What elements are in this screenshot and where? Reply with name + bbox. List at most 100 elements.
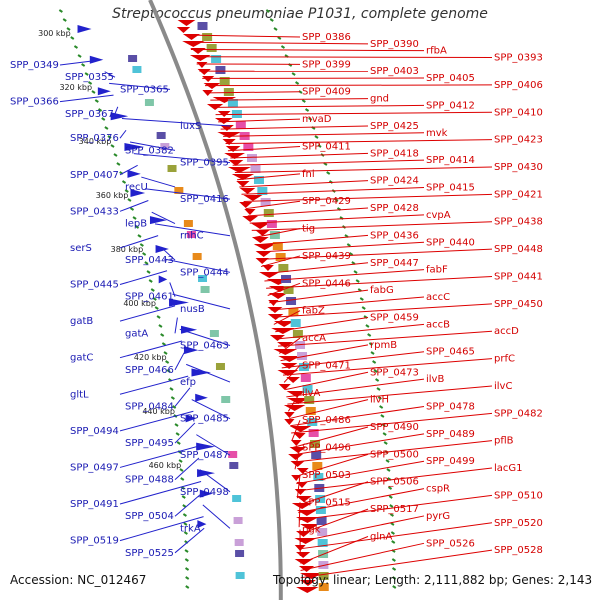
guide-dot (391, 567, 397, 571)
feature-block (275, 253, 286, 261)
forward-gene-arrow (196, 442, 216, 451)
guide-dot (144, 261, 149, 265)
feature-block (304, 396, 315, 404)
right-label-leader (296, 467, 493, 492)
right-label-leader (278, 337, 301, 354)
left-gene-label: gltL (70, 389, 89, 400)
reverse-gene-arrow (286, 391, 307, 397)
left-gene-label: SPP_0525 (125, 548, 174, 559)
left-label-leader (191, 399, 231, 420)
right-gene-label: SPP_0517 (370, 504, 419, 515)
guide-dot (150, 288, 155, 292)
reverse-gene-arrow (284, 412, 295, 418)
left-label-leader (104, 71, 116, 78)
forward-gene-arrow (180, 325, 198, 334)
guide-dot (156, 315, 161, 319)
forward-gene-arrow (199, 489, 213, 498)
reverse-gene-arrow (217, 111, 231, 117)
left-label-leader (174, 387, 191, 407)
left-label-leader (199, 469, 231, 493)
reverse-gene-arrow (250, 223, 270, 229)
right-gene-label: SPP_0510 (494, 490, 543, 501)
forward-gene-arrow (195, 393, 208, 402)
right-gene-label: SPP_0411 (302, 141, 351, 152)
feature-block (312, 462, 323, 470)
left-gene-label: SPP_0366 (10, 97, 59, 108)
left-label-leader (119, 164, 138, 176)
left-label-leader (119, 129, 127, 139)
left-gene-label: SPP_0494 (70, 426, 119, 437)
right-gene-label: SPP_0439 (302, 251, 351, 262)
reverse-gene-arrow (283, 405, 306, 411)
right-gene-label: cspR (426, 484, 450, 495)
right-gene-label: SPP_0496 (302, 443, 351, 454)
kbp-tick-label: 360 kbp (96, 191, 129, 200)
feature-block (317, 528, 328, 536)
right-gene-label: SPP_0448 (494, 244, 543, 255)
feature-block (292, 330, 303, 338)
reverse-gene-arrow (255, 251, 272, 257)
guide-dot (391, 558, 396, 562)
right-label-leader (237, 173, 301, 181)
right-label-leader (215, 111, 493, 116)
reverse-gene-arrow (202, 76, 215, 82)
left-label-leader (109, 82, 171, 90)
left-label-leader (174, 317, 178, 334)
right-label-leader (220, 125, 369, 130)
right-gene-label: fni (302, 169, 315, 180)
guide-dot (184, 549, 189, 553)
reverse-gene-arrow (273, 349, 298, 355)
forward-gene-arrow (197, 520, 207, 529)
guide-dot (178, 459, 183, 463)
forward-gene-arrow (97, 87, 111, 96)
kbp-tick-label: 320 kbp (59, 83, 92, 92)
forward-gene-arrow (89, 55, 104, 64)
right-gene-label: rfbA (426, 46, 447, 57)
left-label-leader (129, 141, 176, 151)
feature-block (317, 539, 328, 547)
right-label-leader (234, 166, 493, 173)
right-label-leader (299, 515, 425, 543)
guide-dot (163, 351, 168, 355)
right-gene-label: pgk (302, 525, 321, 536)
left-label-leader (202, 504, 231, 529)
reverse-gene-arrow (255, 230, 270, 236)
right-label-leader (286, 378, 425, 398)
left-label-leader (119, 410, 194, 432)
feature-block (260, 198, 271, 206)
right-label-leader (269, 289, 369, 304)
right-label-leader (299, 508, 369, 535)
feature-block (198, 275, 208, 282)
feature-block (235, 572, 245, 579)
forward-gene-arrow (155, 245, 169, 254)
guide-dot (166, 369, 171, 373)
feature-block (221, 396, 231, 403)
right-gene-label: SPP_0506 (370, 477, 419, 488)
feature-block (197, 22, 208, 30)
right-gene-label: SPP_0414 (426, 155, 475, 166)
reverse-gene-arrow (244, 209, 256, 215)
feature-block (308, 429, 319, 437)
guide-dot (314, 135, 319, 139)
right-gene-label: SPP_0438 (494, 217, 543, 228)
reverse-gene-arrow (286, 377, 300, 383)
feature-block (183, 220, 193, 227)
feature-block (211, 55, 222, 63)
accession-text: Accession: NC_012467 (10, 573, 147, 587)
guide-dot (291, 72, 296, 76)
guide-dot (359, 297, 364, 301)
right-gene-label: SPP_0446 (302, 278, 351, 289)
right-gene-label: SPP_0528 (494, 545, 543, 556)
left-gene-label: SPP_0498 (180, 487, 229, 498)
right-gene-label: SPP_0412 (426, 100, 475, 111)
guide-dot (346, 243, 351, 247)
right-gene-label: SPP_0390 (370, 39, 419, 50)
left-gene-label: SPP_0355 (65, 72, 114, 83)
left-label-leader (174, 527, 205, 554)
reverse-gene-arrow (280, 363, 298, 369)
feature-block (167, 165, 177, 172)
guide-dot (391, 540, 396, 544)
feature-block (235, 550, 245, 557)
right-label-leader (266, 275, 493, 289)
guide-dot (326, 171, 331, 175)
